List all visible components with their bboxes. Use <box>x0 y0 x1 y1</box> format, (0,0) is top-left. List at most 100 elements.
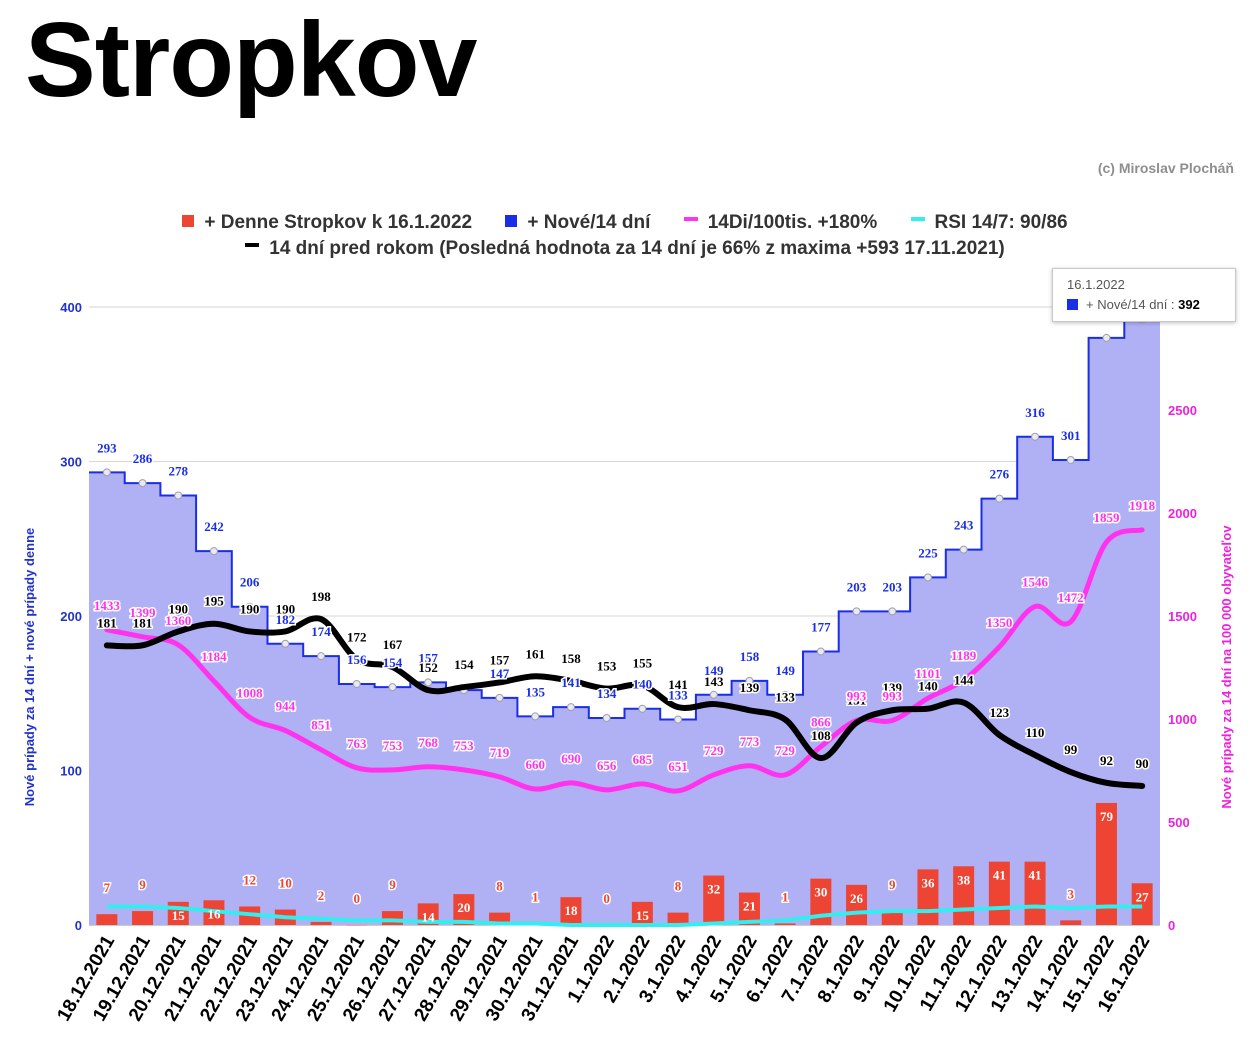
bar-daily <box>738 892 760 925</box>
legend-swatch-rsi <box>910 216 925 221</box>
label-daily: 0 <box>603 891 610 906</box>
label-last-year: 133 <box>775 690 795 705</box>
bar-daily <box>667 912 689 925</box>
legend-item-new14[interactable]: + Nové/14 dní <box>505 212 650 234</box>
page-title: Stropkov <box>25 1 477 119</box>
label-daily: 27 <box>1136 889 1150 904</box>
label-new14: 156 <box>347 652 367 667</box>
label-daily: 9 <box>139 877 146 892</box>
y-tick-left: 100 <box>60 764 82 779</box>
label-new14: 316 <box>1025 405 1045 420</box>
legend-swatch-daily <box>182 214 195 227</box>
y-tick-right: 1500 <box>1168 609 1197 624</box>
label-last-year: 139 <box>883 680 903 695</box>
label-new14: 278 <box>169 463 189 478</box>
label-last-year: 158 <box>561 651 581 666</box>
label-last-year: 110 <box>1026 725 1045 740</box>
label-last-year: 99 <box>1064 742 1078 757</box>
label-per100k: 685 <box>633 752 653 767</box>
area-point <box>566 703 575 712</box>
label-last-year: 152 <box>418 660 438 675</box>
label-per100k: 753 <box>454 738 474 753</box>
area-point <box>495 693 504 702</box>
label-daily: 15 <box>172 908 186 923</box>
label-last-year: 172 <box>347 629 367 644</box>
label-new14: 141 <box>561 675 581 690</box>
label-daily: 79 <box>1100 809 1114 824</box>
area-new14-markers <box>102 315 1147 724</box>
label-per100k: 851 <box>311 718 331 733</box>
bar-daily <box>1131 883 1153 925</box>
label-new14: 140 <box>633 677 653 692</box>
y-tick-right: 2000 <box>1168 506 1197 521</box>
label-per100k: 1472 <box>1058 590 1084 605</box>
legend-item-rsi[interactable]: RSI 14/7: 90/86 <box>910 212 1068 234</box>
label-new14: 135 <box>526 684 546 699</box>
label-per100k: 1184 <box>201 649 227 664</box>
label-per100k: 660 <box>526 757 546 772</box>
label-new14: 203 <box>847 579 867 594</box>
label-last-year: 161 <box>526 646 546 661</box>
label-daily: 2 <box>318 888 325 903</box>
y-tick-right: 1000 <box>1168 712 1197 727</box>
bar-daily <box>631 901 653 925</box>
legend-label-last-year: 14 dní pred rokom (Posledná hodnota za 1… <box>269 238 1005 259</box>
label-new14: 293 <box>97 440 117 455</box>
area-point <box>1066 455 1075 464</box>
legend-item-per100k[interactable]: 14Di/100tis. +180% <box>683 212 878 234</box>
label-last-year: 139 <box>740 680 760 695</box>
legend-item-daily[interactable]: + Denne Stropkov k 16.1.2022 <box>182 212 472 234</box>
bar-daily <box>560 897 582 925</box>
label-new14: 149 <box>704 663 724 678</box>
label-new14: 158 <box>740 649 760 664</box>
label-per100k: 768 <box>418 735 438 750</box>
label-daily: 1 <box>532 889 539 904</box>
label-daily: 1 <box>782 889 789 904</box>
label-last-year: 131 <box>847 693 867 708</box>
label-per100k: 944 <box>276 699 296 714</box>
label-per100k: 729 <box>704 743 724 758</box>
label-per100k: 1546 <box>1022 575 1049 590</box>
label-last-year: 167 <box>383 637 403 652</box>
label-last-year: 190 <box>169 601 189 616</box>
line-per100k <box>104 527 1145 794</box>
bar-daily <box>1024 861 1046 925</box>
area-point <box>174 491 183 500</box>
label-last-year: 190 <box>276 601 296 616</box>
label-new14: 286 <box>133 451 153 466</box>
area-point <box>959 545 968 554</box>
label-daily: 41 <box>993 868 1006 883</box>
label-new14: 203 <box>883 579 903 594</box>
area-point <box>638 704 647 713</box>
bar-daily <box>417 903 439 925</box>
tooltip-series: + Nové/14 dní <box>1086 297 1168 312</box>
label-last-year: 123 <box>990 705 1010 720</box>
bar-daily <box>96 914 118 925</box>
legend-label-per100k: 14Di/100tis. +180% <box>707 212 878 233</box>
area-point <box>1031 432 1040 441</box>
label-last-year: 140 <box>918 679 938 694</box>
label-daily: 26 <box>850 891 864 906</box>
line-rsi <box>106 904 1143 927</box>
label-daily: 16 <box>207 906 221 921</box>
label-last-year: 153 <box>597 659 617 674</box>
label-per100k: 656 <box>597 758 617 773</box>
y-tick-left: 200 <box>60 609 82 624</box>
label-daily: 21 <box>743 899 756 914</box>
label-per100k: 729 <box>775 743 795 758</box>
area-point <box>1102 333 1111 342</box>
area-point <box>745 676 754 685</box>
area-point <box>424 678 433 687</box>
label-daily: 0 <box>354 891 361 906</box>
label-daily: 12 <box>243 872 256 887</box>
y-tick-right: 0 <box>1168 918 1175 933</box>
legend-item-last-year[interactable]: 14 dní pred rokom (Posledná hodnota za 1… <box>245 238 1005 260</box>
y-axis-right: 0 500 1000 1500 2000 2500 Nové prípady za 14 d… <box>1168 403 1234 933</box>
label-per100k: 719 <box>490 745 510 760</box>
label-new14: 242 <box>204 519 224 534</box>
y-tick-right: 2500 <box>1168 403 1197 418</box>
bar-daily <box>881 911 903 925</box>
label-daily: 7 <box>104 880 111 895</box>
